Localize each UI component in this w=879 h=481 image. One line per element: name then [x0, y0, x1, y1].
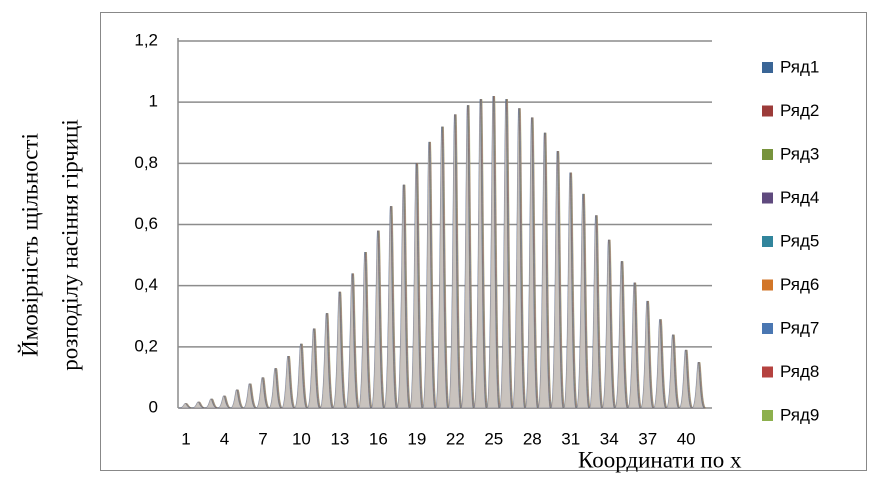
spike	[550, 150, 564, 409]
spike	[358, 251, 371, 409]
spike	[204, 398, 217, 409]
spike	[255, 377, 269, 409]
legend-label: Ряд5	[780, 231, 819, 250]
spike	[384, 205, 397, 409]
y-axis-title: розподілу насіння гірчиці	[57, 119, 82, 370]
x-tick-label: 40	[677, 429, 696, 448]
spike	[345, 273, 358, 409]
spike	[653, 319, 666, 409]
spike	[666, 334, 679, 409]
spike	[499, 98, 512, 409]
legend-swatch	[762, 236, 773, 247]
spike	[448, 114, 461, 409]
spike	[691, 361, 705, 409]
x-tick-label: 31	[561, 429, 580, 448]
spike	[217, 395, 230, 409]
spike	[242, 383, 256, 409]
spike	[281, 355, 294, 409]
x-tick-label: 19	[407, 429, 426, 448]
spike	[371, 230, 384, 409]
y-tick-label: 0	[149, 397, 158, 416]
legend-label: Ряд4	[780, 188, 819, 207]
legend-label: Ряд3	[780, 144, 819, 163]
spike	[486, 95, 499, 409]
x-tick-label: 34	[600, 429, 619, 448]
legend-swatch	[762, 105, 773, 117]
spike	[230, 389, 243, 409]
y-tick-label: 0,6	[134, 214, 158, 233]
y-tick-label: 0,8	[134, 153, 158, 172]
x-tick-label: 37	[638, 429, 657, 448]
spike	[460, 105, 474, 409]
x-tick-label: 25	[484, 429, 503, 448]
legend-swatch	[762, 192, 773, 204]
spike	[422, 141, 435, 409]
legend-label: Ряд8	[780, 362, 819, 381]
legend-swatch	[762, 366, 773, 378]
legend-swatch	[762, 279, 773, 291]
spike	[537, 132, 551, 409]
spike	[294, 343, 307, 409]
x-tick-label: 16	[369, 429, 388, 448]
y-tick-label: 0,4	[134, 275, 158, 294]
x-tick-label: 1	[181, 429, 190, 448]
x-tick-label: 22	[446, 429, 465, 448]
spike	[525, 117, 538, 409]
spike	[563, 172, 576, 409]
chart-border	[100, 12, 867, 471]
spike	[332, 291, 346, 409]
legend-swatch	[762, 62, 773, 73]
spike	[409, 163, 423, 409]
spike	[435, 126, 448, 409]
legend-swatch	[762, 149, 773, 160]
y-axis-title: Ймовірність щільності	[17, 133, 42, 357]
spike	[576, 193, 589, 409]
spike	[191, 401, 204, 409]
spike	[678, 349, 692, 409]
y-tick-label: 1	[149, 92, 158, 111]
spike	[396, 184, 410, 409]
legend-label: Ряд2	[780, 101, 819, 120]
legend-label: Ряд9	[780, 405, 819, 424]
spike	[512, 108, 525, 409]
spike	[640, 300, 653, 409]
spike	[178, 403, 192, 409]
spike	[614, 260, 628, 409]
x-axis-title: Координати по x	[578, 447, 742, 472]
y-tick-label: 0,2	[134, 336, 158, 355]
x-tick-label: 7	[258, 429, 267, 448]
spike	[473, 98, 487, 409]
legend-swatch	[762, 410, 773, 421]
spike	[589, 215, 602, 409]
spike	[602, 239, 615, 409]
x-tick-label: 10	[292, 429, 311, 448]
legend-label: Ряд1	[780, 57, 819, 76]
spike	[307, 328, 320, 409]
spike	[627, 282, 641, 409]
legend-swatch	[762, 323, 773, 334]
spike	[268, 368, 281, 409]
x-tick-label: 28	[523, 429, 542, 448]
legend-label: Ряд6	[780, 275, 819, 294]
legend-label: Ряд7	[780, 318, 819, 337]
x-tick-label: 13	[330, 429, 349, 448]
x-tick-label: 4	[220, 429, 229, 448]
y-tick-label: 1,2	[134, 30, 158, 49]
spike	[319, 312, 333, 409]
